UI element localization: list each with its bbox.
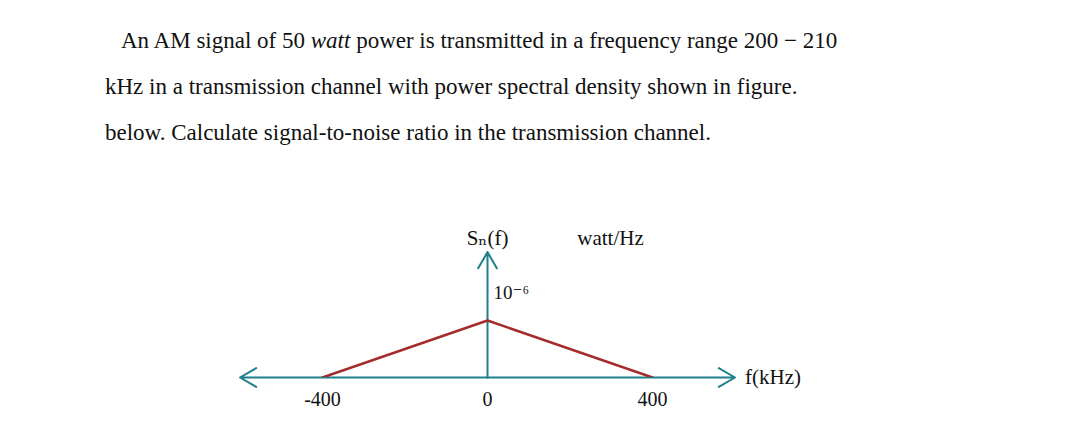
svg-text:0: 0 <box>483 388 493 410</box>
svg-text:Sₙ(f): Sₙ(f) <box>467 226 509 250</box>
html-text:An AM signal of 50 watt power: An AM signal of 50 watt power is transmi… <box>121 28 838 53</box>
html-text:below. Calculate signal-to-noi: below. Calculate signal-to-noise ratio i… <box>105 120 711 145</box>
svg-text:10⁻⁶: 10⁻⁶ <box>494 282 530 303</box>
html-text:kHz in a transmission channel: kHz in a transmission channel with power… <box>105 74 798 99</box>
svg-text:-400: -400 <box>304 388 341 410</box>
svg-text:watt/Hz: watt/Hz <box>577 226 643 250</box>
svg-text:f(kHz): f(kHz) <box>745 365 801 389</box>
svg-text:400: 400 <box>638 388 668 410</box>
